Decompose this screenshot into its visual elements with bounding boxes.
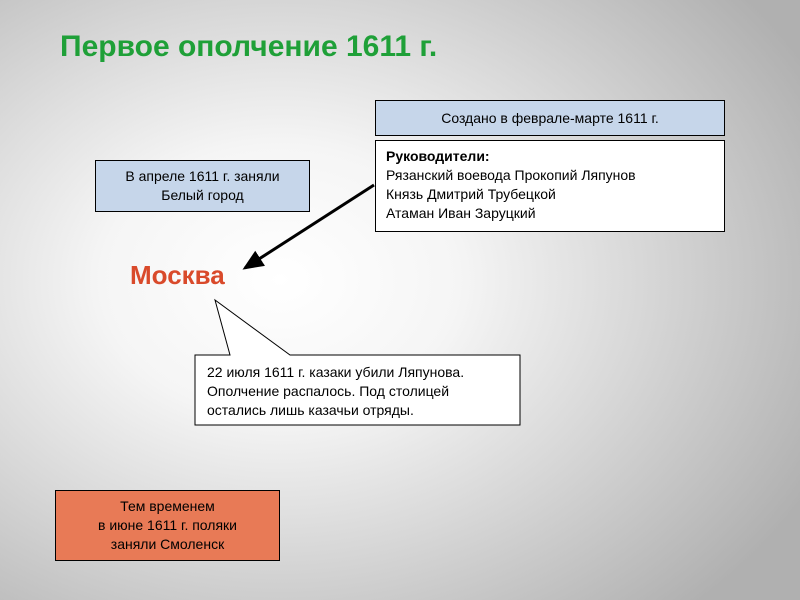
box-created: Создано в феврале-марте 1611 г. <box>375 100 725 136</box>
moscow-label: Москва <box>130 260 225 291</box>
july-line-3: остались лишь казачьи отряды. <box>207 401 508 420</box>
leaders-line-3: Атаман Иван Заруцкий <box>386 204 714 223</box>
box-april: В апреле 1611 г. заняли Белый город <box>95 160 310 212</box>
smolensk-line-1: Тем временем <box>98 497 237 516</box>
box-smolensk: Тем временем в июне 1611 г. поляки занял… <box>55 490 280 561</box>
slide-title: Первое ополчение 1611 г. <box>60 30 437 64</box>
callout-july-text: 22 июля 1611 г. казаки убили Ляпунова. О… <box>207 363 508 420</box>
box-created-text: Создано в феврале-марте 1611 г. <box>431 103 669 134</box>
july-line-2: Ополчение распалось. Под столицей <box>207 382 508 401</box>
april-line-2: Белый город <box>125 186 279 205</box>
smolensk-line-3: заняли Смоленск <box>98 535 237 554</box>
box-leaders: Руководители: Рязанский воевода Прокопий… <box>375 140 725 232</box>
july-line-1: 22 июля 1611 г. казаки убили Ляпунова. <box>207 363 508 382</box>
smolensk-line-2: в июне 1611 г. поляки <box>98 516 237 535</box>
april-line-1: В апреле 1611 г. заняли <box>125 167 279 186</box>
leaders-heading: Руководители: <box>386 147 714 166</box>
leaders-line-2: Князь Дмитрий Трубецкой <box>386 185 714 204</box>
leaders-line-1: Рязанский воевода Прокопий Ляпунов <box>386 166 714 185</box>
